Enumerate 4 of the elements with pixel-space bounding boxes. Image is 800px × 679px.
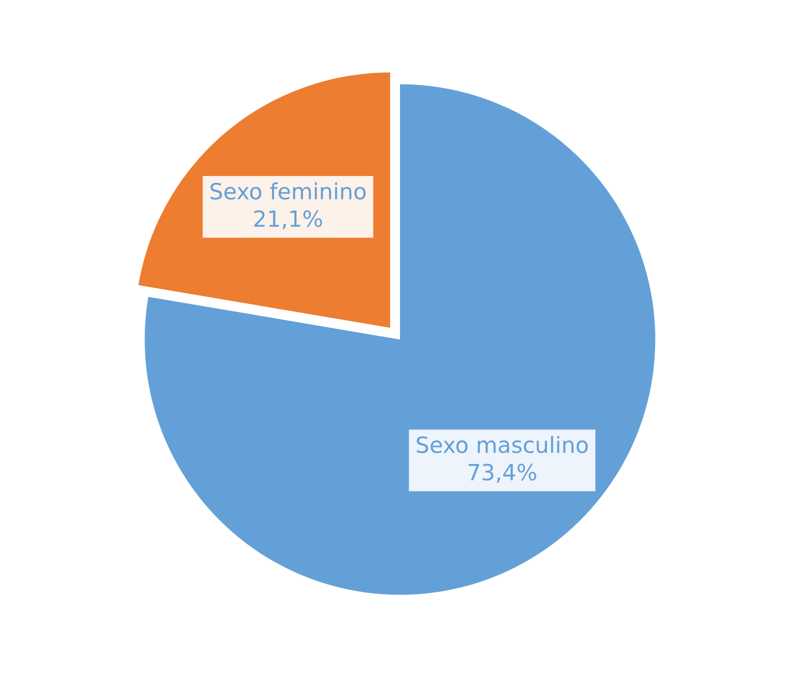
- data-label: 21,1%: [254, 210, 322, 230]
- data-label: 73,4%: [468, 464, 536, 483]
- slice-label: Sexo masculino: [416, 436, 588, 454]
- slice-label: Sexo feminino: [210, 182, 366, 200]
